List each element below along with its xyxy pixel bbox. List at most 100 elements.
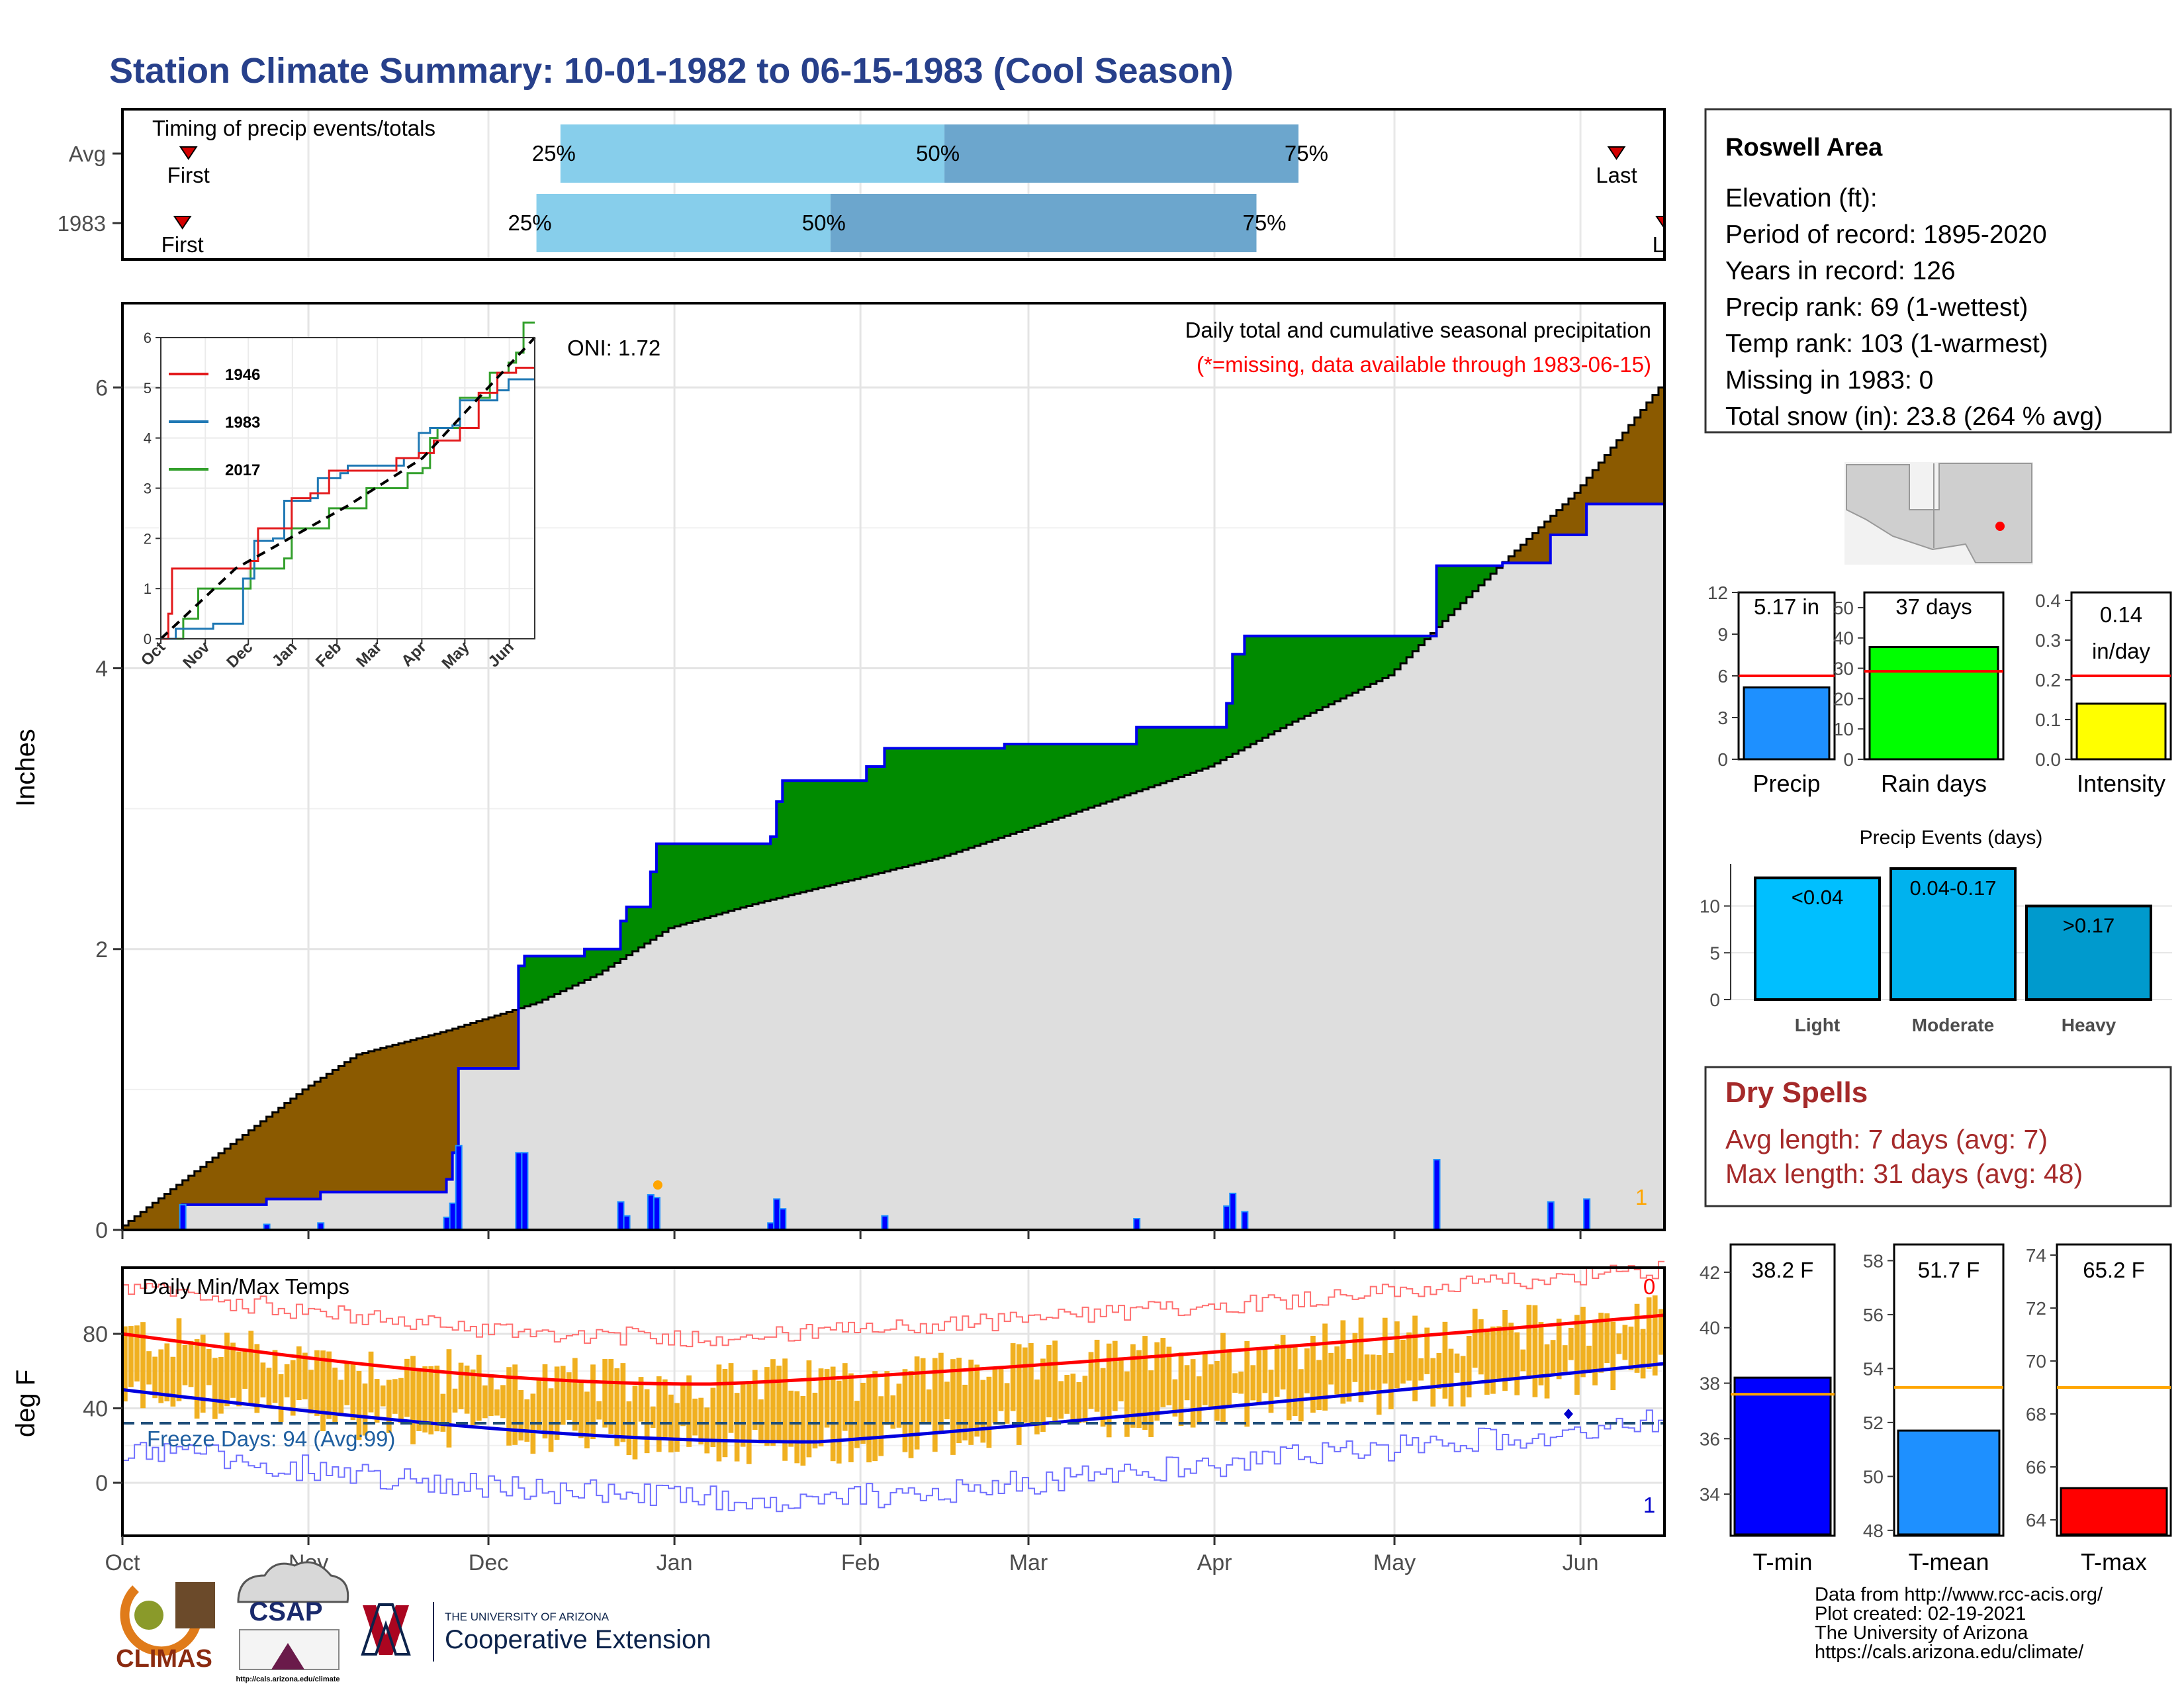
month-label: Apr [1197, 1550, 1232, 1575]
summary-bar [1743, 686, 1831, 761]
temp-ytick-label: 66 [2026, 1457, 2046, 1477]
daily-temp-bar [1178, 1352, 1184, 1427]
temps-ytick-label: 40 [83, 1397, 108, 1422]
summary-bar [2075, 702, 2167, 761]
daily-temp-bar [920, 1358, 926, 1425]
station-info-box: Roswell Area Elevation (ft): Period of rec… [1704, 108, 2172, 434]
daily-temp-bar [206, 1348, 212, 1385]
footer-line: The University of Arizona [1815, 1622, 2028, 1644]
daily-temp-bar [458, 1362, 464, 1409]
dry-spells-avg: Avg length: 7 days (avg: 7) [1725, 1124, 2048, 1154]
temp-ytick-label: 70 [2026, 1351, 2046, 1372]
daily-temp-bar [818, 1368, 824, 1447]
daily-temp-bar [842, 1363, 848, 1431]
daily-temp-bar [1244, 1340, 1250, 1427]
daily-precip-bar [1241, 1211, 1249, 1231]
temp-ytick-label: 50 [1863, 1466, 1884, 1487]
daily-temp-bar [1346, 1358, 1352, 1402]
event-category-label: Light [1795, 1015, 1840, 1035]
daily-temp-bar [1298, 1369, 1304, 1422]
temps-ylabel: deg F [11, 1370, 40, 1437]
first-event-marker [173, 216, 192, 230]
daily-temp-bar [1526, 1305, 1532, 1376]
daily-temp-bar [398, 1378, 404, 1423]
daily-temp-bar [560, 1366, 566, 1425]
dry-frame [1704, 1066, 2172, 1207]
daily-temp-bar [338, 1380, 344, 1417]
daily-temp-bar [1214, 1360, 1220, 1421]
station-location-dot [1995, 522, 2005, 531]
daily-precip-bar [455, 1145, 463, 1231]
inset-ytick-label: 1 [144, 581, 152, 597]
daily-temp-bar [170, 1356, 176, 1407]
daily-temp-bar [1448, 1348, 1454, 1407]
temp-bar [2060, 1487, 2168, 1536]
daily-temp-bar [1208, 1364, 1214, 1409]
precip-frame [121, 302, 1666, 1231]
summary-ytick-label: 50 [1833, 598, 1854, 618]
temp-bar [1733, 1376, 1832, 1536]
daily-temp-bar [968, 1359, 974, 1445]
temp-value-label: 65.2 F [2083, 1258, 2145, 1282]
climas-logo-dot [134, 1601, 163, 1630]
daily-temp-bar [1550, 1340, 1556, 1374]
daily-temp-bar [1094, 1339, 1100, 1412]
daily-temp-bar [488, 1374, 494, 1417]
daily-temp-bar [230, 1342, 236, 1398]
daily-temp-bar [242, 1350, 248, 1389]
daily-temp-bar [1100, 1368, 1106, 1427]
daily-temp-bar [152, 1356, 158, 1399]
temp-ytick-label: 72 [2026, 1298, 2046, 1319]
daily-temp-bar [434, 1365, 440, 1432]
timing-row-label: Avg [69, 142, 106, 166]
daily-temp-bar [380, 1385, 386, 1407]
daily-temp-bar [860, 1382, 866, 1444]
daily-precip-bar [779, 1208, 787, 1231]
daily-temp-bar [644, 1389, 650, 1454]
daily-temp-bar [890, 1395, 896, 1429]
daily-temp-bar [800, 1395, 806, 1466]
daily-temp-bar [548, 1388, 554, 1452]
daily-temp-bar [200, 1335, 206, 1413]
temp-ytick-label: 40 [1700, 1318, 1720, 1338]
daily-temp-bar [950, 1359, 956, 1455]
precip-ytick-label: 6 [95, 375, 108, 400]
daily-temp-bar [584, 1391, 590, 1448]
daily-temp-bar [1400, 1339, 1406, 1384]
daily-temp-bar [992, 1368, 998, 1423]
daily-temp-bar [1280, 1335, 1286, 1390]
timing-p50-label: 50% [916, 141, 960, 165]
daily-temp-bar [146, 1351, 152, 1385]
avg-cumulative-line [121, 386, 1664, 1230]
daily-temp-bar [1142, 1336, 1148, 1430]
temp-ytick-label: 48 [1863, 1521, 1884, 1541]
record-min-line [122, 1409, 1664, 1513]
temps-frame [121, 1266, 1666, 1537]
temp-ytick-label: 74 [2026, 1245, 2046, 1266]
daily-temp-bar [1160, 1338, 1166, 1407]
month-label: Oct [105, 1550, 140, 1575]
daily-temp-bar [926, 1389, 932, 1425]
temps-ytick-label: 80 [83, 1322, 108, 1347]
temp-summary-bars: 34 36 38 40 42 38.2 F T-min 48 50 52 54 56 58 51.7 F T… [1700, 1243, 2172, 1575]
inset-avg-line [159, 336, 536, 640]
event-category-label: Moderate [1912, 1015, 1994, 1035]
daily-temp-bar [1634, 1303, 1640, 1373]
daily-temp-bar [884, 1371, 890, 1425]
daily-temp-bar [1652, 1295, 1658, 1376]
inset-line-1946 [161, 367, 535, 640]
daily-temp-bar [1232, 1373, 1238, 1393]
daily-temp-bar [632, 1385, 638, 1460]
csap-logo-cloud [237, 1561, 349, 1603]
daily-temp-bar [326, 1351, 332, 1419]
daily-temp-bar [1190, 1359, 1196, 1428]
snow-marker [653, 1180, 662, 1190]
daily-temp-bar [1226, 1349, 1232, 1408]
daily-temp-bar [680, 1384, 686, 1427]
daily-precip-bar [1433, 1158, 1441, 1231]
timing-p75-label: 75% [1285, 141, 1328, 165]
temp-ytick-label: 64 [2026, 1510, 2046, 1530]
temp-ytick-label: 56 [1863, 1305, 1884, 1325]
inset-ytick-label: 3 [144, 481, 152, 497]
summary-value-unit: in/day [2092, 639, 2151, 663]
